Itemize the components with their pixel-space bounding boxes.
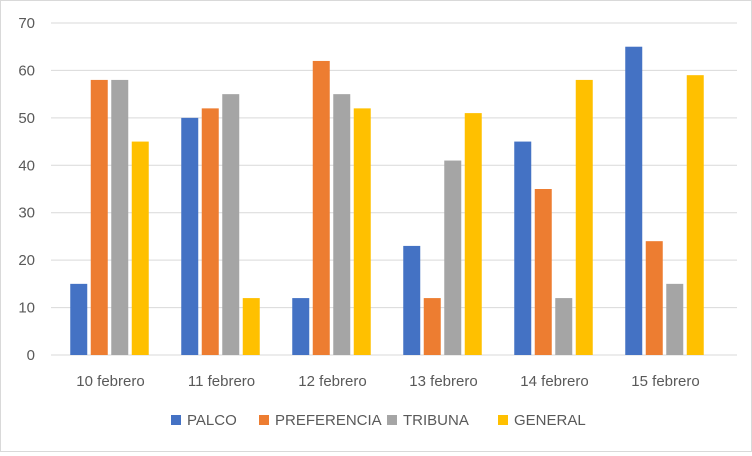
y-tick-label: 30 xyxy=(18,205,35,222)
legend-label-palco: PALCO xyxy=(187,412,237,429)
legend-label-general: GENERAL xyxy=(514,412,586,429)
bar-palco-3 xyxy=(292,298,310,355)
bar-general-1 xyxy=(131,141,149,355)
bar-preferencia-2 xyxy=(201,108,219,355)
bar-palco-2 xyxy=(181,117,199,355)
bar-tribuna-6 xyxy=(666,283,684,355)
legend-swatch-general xyxy=(498,415,508,425)
bar-tribuna-1 xyxy=(111,79,129,356)
y-tick-label: 70 xyxy=(18,15,35,32)
legend: PALCO PREFERENCIA TRIBUNA GENERAL xyxy=(171,412,586,429)
bars xyxy=(70,46,704,356)
y-tick-label: 20 xyxy=(18,252,35,269)
x-axis-ticks: 10 febrero 11 febrero 12 febrero 13 febrero… xyxy=(76,373,699,390)
bar-palco-4 xyxy=(403,245,421,355)
bar-general-5 xyxy=(575,79,593,356)
bar-general-6 xyxy=(686,75,704,356)
x-tick-label: 13 febrero xyxy=(409,373,477,390)
legend-swatch-palco xyxy=(171,415,181,425)
legend-label-preferencia: PREFERENCIA xyxy=(275,412,382,429)
bar-tribuna-5 xyxy=(555,298,573,355)
y-tick-label: 50 xyxy=(18,110,35,127)
y-axis-ticks: 0 10 20 30 40 50 60 70 xyxy=(18,15,35,364)
y-tick-label: 60 xyxy=(18,62,35,79)
x-tick-label: 14 febrero xyxy=(520,373,588,390)
gridlines xyxy=(51,22,737,356)
legend-label-tribuna: TRIBUNA xyxy=(403,412,469,429)
bar-palco-6 xyxy=(625,46,643,355)
bar-tribuna-2 xyxy=(222,94,240,356)
bar-palco-5 xyxy=(514,141,532,355)
bar-general-4 xyxy=(464,113,482,355)
x-tick-label: 12 febrero xyxy=(298,373,366,390)
bar-preferencia-6 xyxy=(645,241,663,355)
x-tick-label: 11 febrero xyxy=(188,373,255,390)
bar-preferencia-1 xyxy=(90,79,108,356)
legend-swatch-preferencia xyxy=(259,415,269,425)
bar-general-3 xyxy=(353,108,371,355)
y-tick-label: 40 xyxy=(18,157,35,174)
bar-general-2 xyxy=(242,298,260,355)
bar-preferencia-5 xyxy=(534,189,552,355)
bar-tribuna-4 xyxy=(444,160,462,355)
bar-preferencia-4 xyxy=(423,298,441,355)
bar-preferencia-3 xyxy=(312,60,330,355)
y-tick-label: 10 xyxy=(18,300,35,317)
x-tick-label: 15 febrero xyxy=(631,373,699,390)
bar-tribuna-3 xyxy=(333,94,351,356)
x-tick-label: 10 febrero xyxy=(76,373,144,390)
y-tick-label: 0 xyxy=(27,347,35,364)
bar-palco-1 xyxy=(70,283,88,355)
legend-swatch-tribuna xyxy=(387,415,397,425)
